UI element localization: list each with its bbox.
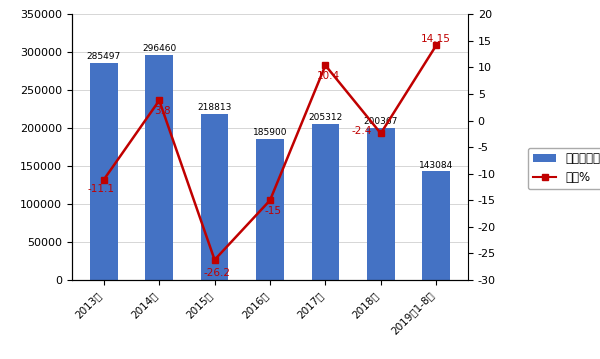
Text: 218813: 218813 xyxy=(197,103,232,112)
Text: 10.4: 10.4 xyxy=(317,71,340,81)
同比% xyxy=(433,43,440,48)
Bar xyxy=(201,114,229,280)
Text: -15: -15 xyxy=(264,206,281,216)
Text: -26.2: -26.2 xyxy=(204,268,231,278)
Text: 3.8: 3.8 xyxy=(154,106,170,116)
Bar xyxy=(90,63,118,280)
同比% xyxy=(100,177,107,182)
Legend: 出口量（辆）, 同比%: 出口量（辆）, 同比% xyxy=(528,148,600,189)
Text: 285497: 285497 xyxy=(87,52,121,61)
Text: 296460: 296460 xyxy=(142,44,176,53)
同比% xyxy=(377,131,385,136)
同比% xyxy=(266,198,274,202)
Bar xyxy=(145,55,173,280)
Text: 14.15: 14.15 xyxy=(421,34,451,44)
Text: -11.1: -11.1 xyxy=(88,184,115,194)
同比% xyxy=(322,63,329,67)
同比% xyxy=(211,258,218,262)
Bar xyxy=(311,124,339,280)
Text: 200367: 200367 xyxy=(364,117,398,126)
Text: 143084: 143084 xyxy=(419,160,453,169)
同比% xyxy=(155,98,163,103)
Bar xyxy=(256,139,284,280)
Line: 同比%: 同比% xyxy=(100,42,440,263)
Bar xyxy=(367,128,395,280)
Text: 205312: 205312 xyxy=(308,113,343,122)
Text: -2.4: -2.4 xyxy=(351,126,371,136)
Text: 185900: 185900 xyxy=(253,128,287,137)
Bar xyxy=(422,171,450,280)
